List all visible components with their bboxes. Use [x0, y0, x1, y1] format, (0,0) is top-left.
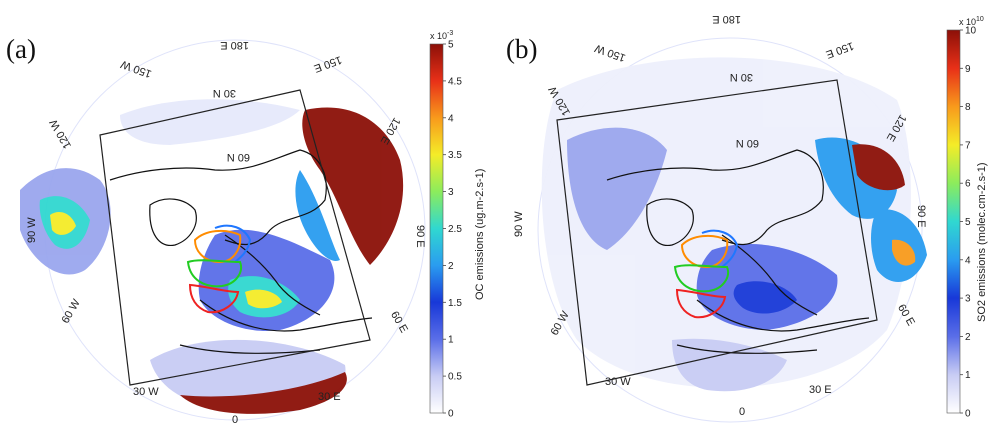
lat-label: 60 N: [227, 151, 250, 163]
colorbar-tick-label: 0.5: [448, 372, 462, 383]
map-panel-so2: 180 E 150 E 150 W 120 W 120 E 90 W 90 E …: [497, 0, 993, 423]
lon-label: 30 W: [605, 376, 631, 388]
map-so2-emissions: 180 E 150 E 150 W 120 W 120 E 90 W 90 E …: [513, 13, 977, 423]
colorbar-tick-label: 0: [965, 409, 971, 420]
colorbar: 0 0.5 1 1.5 2 2.5 3 3.5 4 4.5 5: [429, 40, 462, 420]
lon-label: 90 E: [414, 225, 426, 248]
lon-label: 90 W: [513, 211, 525, 237]
lon-label: 30 W: [133, 386, 159, 398]
region-outlines: [673, 229, 739, 319]
lon-label: 90 E: [915, 205, 927, 228]
lon-label: 0: [232, 414, 238, 423]
colorbar-tick-label: 4: [965, 255, 971, 266]
colorbar-tick-label: 1: [965, 370, 971, 381]
colorbar-tick-label: 8: [965, 102, 971, 113]
emission-field: [20, 99, 404, 414]
colorbar-multiplier: x 1010: [959, 16, 984, 27]
coastlines: [109, 149, 373, 354]
region-outlines: [186, 224, 252, 314]
lon-label: 150 W: [593, 41, 628, 63]
colorbar-tick-label: 2: [448, 261, 454, 272]
lon-label: 90 W: [26, 217, 38, 243]
model-domain-box: [556, 79, 878, 386]
colorbar-tick-label: 5: [448, 40, 454, 51]
map-oc-emissions: 180 E 150 E 150 W 120 W 120 E 90 W 90 E …: [20, 39, 462, 423]
panel-label: (a): [6, 34, 36, 64]
colorbar-tick-label: 0: [448, 409, 454, 420]
colorbar-tick-label: 4: [448, 113, 454, 124]
colorbar-tick-label: 6: [965, 179, 971, 190]
colorbar-tick-label: 3: [965, 294, 971, 305]
colorbar-tick-label: 10: [965, 26, 977, 37]
colorbar-tick-label: 2.5: [448, 224, 462, 235]
lat-label: 30 N: [730, 71, 753, 83]
colorbar-title: OC emissions (ug.m-2.s-1): [474, 168, 486, 300]
colorbar-tick-label: 5: [965, 217, 971, 228]
lon-label: 30 E: [318, 391, 341, 403]
model-domain-box: [99, 89, 371, 386]
lon-label: 0: [739, 406, 745, 418]
lon-label: 180 E: [712, 13, 741, 25]
colorbar-tick-label: 1.5: [448, 298, 462, 309]
colorbar-tick-label: 9: [965, 64, 971, 75]
colorbar-title: SO2 emissions (molec.cm-2.s-1): [976, 162, 988, 322]
lat-label: 60 N: [736, 137, 759, 149]
colorbar-tick-label: 3.5: [448, 150, 462, 161]
lon-label: 120 W: [47, 117, 74, 151]
lon-label: 180 E: [220, 39, 249, 51]
panel-label: (b): [506, 34, 538, 64]
lon-label: 30 E: [809, 384, 832, 396]
colorbar-tick-label: 4.5: [448, 76, 462, 87]
colorbar-multiplier: x 10-3: [430, 30, 454, 41]
colorbar: 0 1 2 3 4 5 6 7 8 9 10: [946, 26, 977, 420]
emission-field: [541, 57, 927, 392]
colorbar-tick-label: 1: [448, 335, 454, 346]
coastlines: [606, 149, 870, 354]
lat-label: 30 N: [213, 87, 236, 99]
map-panel-oc: 180 E 150 E 150 W 120 W 120 E 90 W 90 E …: [0, 0, 496, 423]
colorbar-tick-label: 2: [965, 332, 971, 343]
lon-label: 150 E: [824, 39, 855, 60]
colorbar-tick-label: 7: [965, 140, 971, 151]
colorbar-tick-label: 3: [448, 187, 454, 198]
